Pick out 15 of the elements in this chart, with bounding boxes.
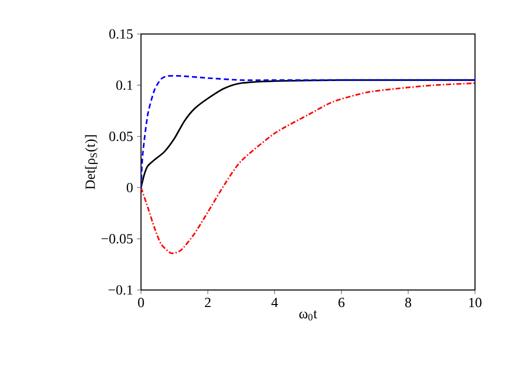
line-series — [141, 82, 476, 254]
y-tick-label: 0 — [126, 182, 133, 192]
x-tick-label: 0 — [138, 298, 144, 308]
y-tick-label: −0.05 — [102, 234, 133, 244]
x-tick-label: 4 — [271, 298, 278, 307]
x-axis-title: ω$_{0}$t — [299, 310, 318, 320]
y-tick-label: 0.1 — [116, 80, 132, 90]
x-tick-label: 2 — [204, 298, 211, 308]
x-tick-label: 8 — [405, 298, 412, 308]
y-axis-title: Det[ρ$_{S}$(t)] — [85, 135, 98, 190]
x-tick-label: 10 — [469, 298, 482, 308]
y-tick-label: −0.1 — [108, 285, 132, 295]
y-tick-label: 0.05 — [109, 132, 133, 142]
y-tick-label: 0.15 — [109, 29, 133, 39]
x-tick-label: 6 — [338, 298, 344, 308]
